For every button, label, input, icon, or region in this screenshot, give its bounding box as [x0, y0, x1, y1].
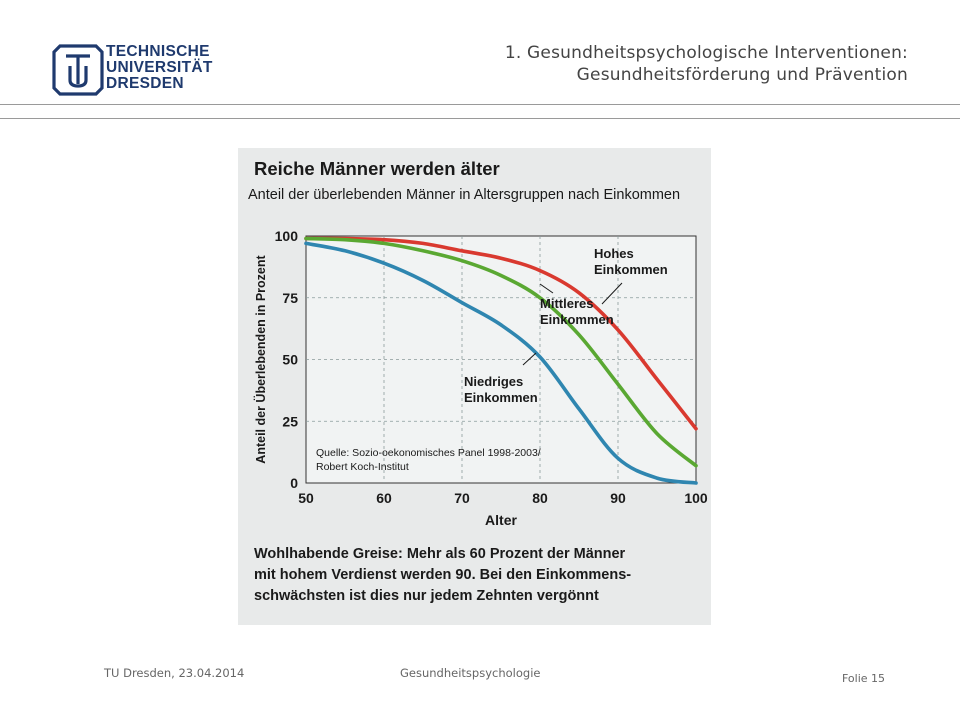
x-tick-label: 80	[532, 490, 548, 506]
y-tick-label: 75	[282, 290, 298, 306]
caption-line-2: mit hohem Verdienst werden 90. Bei den E…	[254, 567, 632, 583]
slide-title-line-1: 1. Gesundheitspsychologische Interventio…	[504, 43, 908, 63]
x-tick-label: 50	[298, 490, 314, 506]
university-name: TECHNISCHE UNIVERSITÄT DRESDEN	[106, 44, 213, 92]
series-label-mittleres-einkommen: Einkommen	[540, 312, 614, 327]
chart-subtitle: Anteil der überlebenden Männer in Alters…	[248, 187, 681, 203]
caption-line-3: schwächsten ist dies nur jedem Zehnten v…	[254, 588, 599, 604]
survival-line-chart: 50 60 70 80 90 100 0 25 50 75 100 Alter Anteil der Ü…	[253, 228, 708, 528]
y-tick-label: 50	[282, 352, 298, 368]
footer-date: TU Dresden, 23.04.2014	[104, 666, 245, 680]
x-axis-label: Alter	[485, 512, 517, 528]
leader-line	[539, 283, 554, 294]
series-label-hohes-einkommen: Hohes	[594, 246, 634, 261]
series-line-niedriges-einkommen	[304, 241, 698, 485]
x-tick-label: 60	[376, 490, 392, 506]
logo-line-3: DRESDEN	[106, 75, 184, 92]
x-tick-label: 90	[610, 490, 626, 506]
y-tick-label: 100	[275, 228, 299, 244]
leader-line	[522, 352, 537, 366]
caption-line-1: Wohlhabende Greise: Mehr als 60 Prozent …	[254, 546, 626, 562]
series-label-hohes-einkommen: Einkommen	[594, 262, 668, 277]
series-label-mittleres-einkommen: Mittleres	[540, 296, 593, 311]
footer-slide-number: Folie 15	[842, 672, 886, 685]
y-axis-label: Anteil der Überlebenden in Prozent	[253, 254, 268, 463]
y-tick-label: 25	[282, 413, 298, 429]
chart-caption: Wohlhabende Greise: Mehr als 60 Prozent …	[254, 544, 694, 607]
slide-title-line-2: Gesundheitsförderung und Prävention	[576, 65, 908, 85]
chart-panel: Reiche Männer werden älter Anteil der üb…	[238, 148, 711, 625]
source-note: Robert Koch-Institut	[316, 461, 409, 473]
chart-title: Reiche Männer werden älter	[254, 158, 500, 179]
x-tick-label: 100	[684, 490, 708, 506]
logo-line-2: UNIVERSITÄT	[106, 59, 213, 76]
y-tick-label: 0	[290, 475, 298, 491]
series-line-mittleres-einkommen	[304, 236, 698, 468]
x-tick-label: 70	[454, 490, 470, 506]
series-label-niedriges-einkommen: Einkommen	[464, 390, 538, 405]
source-note: Quelle: Sozio-oekonomisches Panel 1998-2…	[316, 447, 541, 459]
series-label-niedriges-einkommen: Niedriges	[464, 374, 523, 389]
footer-course: Gesundheitspsychologie	[400, 666, 541, 680]
series-line-hohes-einkommen	[304, 236, 698, 431]
leader-line	[601, 282, 623, 305]
header-divider-bottom	[0, 118, 960, 119]
logo-line-1: TECHNISCHE	[106, 43, 210, 60]
tu-dresden-logo	[52, 44, 104, 96]
header-divider-top	[0, 104, 960, 105]
slide-title: 1. Gesundheitspsychologische Interventio…	[505, 42, 908, 86]
